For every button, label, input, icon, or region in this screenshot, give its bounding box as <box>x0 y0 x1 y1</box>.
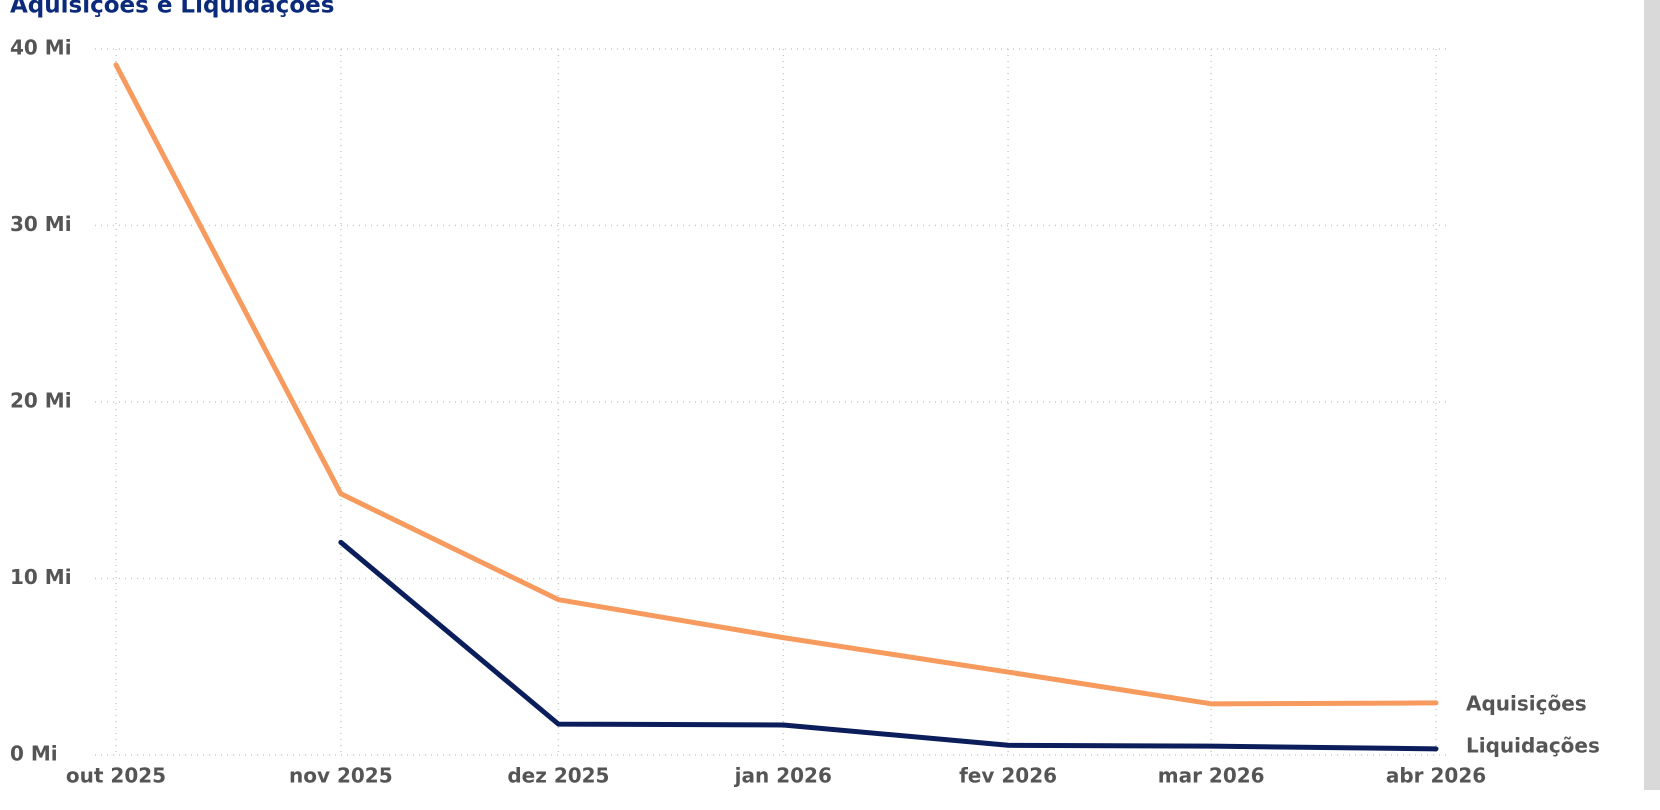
series-label: Aquisições <box>1466 692 1587 716</box>
x-tick-label: jan 2026 <box>734 764 832 788</box>
y-tick-label: 10 Mi <box>10 565 72 589</box>
x-tick-label: abr 2026 <box>1386 764 1486 788</box>
series-label: Liquidações <box>1466 734 1600 758</box>
y-tick-label: 0 Mi <box>10 742 58 766</box>
y-tick-label: 20 Mi <box>10 389 72 413</box>
panel-border <box>1644 0 1660 790</box>
series-line <box>113 62 1439 707</box>
x-tick-label: mar 2026 <box>1158 764 1265 788</box>
x-tick-label: dez 2025 <box>507 764 609 788</box>
y-tick-label: 30 Mi <box>10 212 72 236</box>
y-tick-label: 40 Mi <box>10 36 72 60</box>
x-tick-label: out 2025 <box>66 764 166 788</box>
series-line <box>338 539 1439 752</box>
x-tick-label: nov 2025 <box>289 764 393 788</box>
chart-title: Aquisições e Liquidações <box>10 0 334 19</box>
x-tick-label: fev 2026 <box>959 764 1057 788</box>
